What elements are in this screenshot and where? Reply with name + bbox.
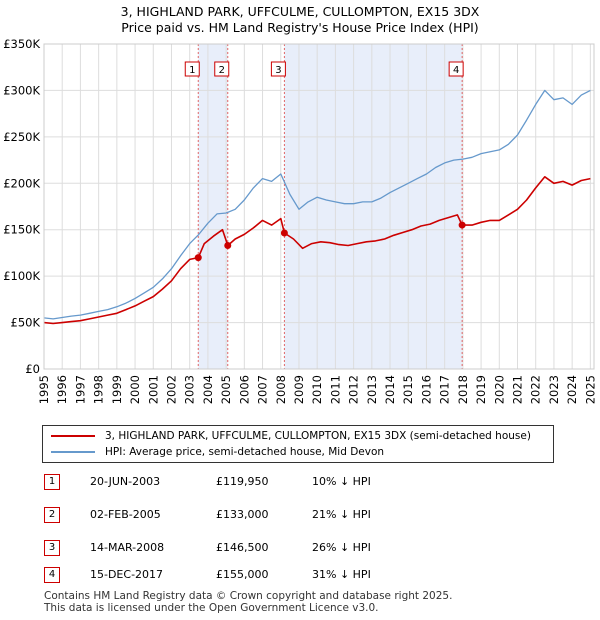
x-tick-label: 2000 (128, 375, 142, 404)
transaction-date: 14-MAR-2008 (90, 541, 165, 554)
sale-badge-box (270, 61, 286, 77)
chart-title-line2: Price paid vs. HM Land Registry's House … (121, 20, 479, 35)
x-tick-label: 1996 (55, 375, 69, 404)
x-tick-label: 2024 (565, 375, 579, 404)
transaction-hpi-diff: 26% ↓ HPI (312, 541, 371, 554)
price-chart: 1 2 3 4 £0 £50K £100K £150K £200K £250K £300K £350… (3, 37, 597, 404)
x-tick-label: 1998 (92, 375, 106, 404)
legend-label-property: 3, HIGHLAND PARK, UFFCULME, CULLOMPTON, … (105, 430, 531, 442)
sale-point-marker (458, 221, 466, 229)
legend-item-hpi: HPI: Average price, semi-detached house,… (51, 444, 384, 460)
table-row: 2 02-FEB-2005 £133,000 21% ↓ HPI (42, 505, 422, 525)
x-tick-label: 1999 (110, 375, 124, 404)
x-tick-label: 2007 (256, 375, 270, 404)
y-tick-label: £50K (11, 316, 41, 330)
y-tick-label: £350K (3, 37, 40, 51)
x-tick-label: 2004 (201, 375, 215, 404)
transaction-price: £146,500 (216, 541, 269, 554)
legend-swatch-red (51, 435, 95, 437)
x-tick-label: 2010 (310, 375, 324, 404)
x-tick-label: 2002 (164, 375, 178, 404)
x-tick-label: 2012 (347, 375, 361, 404)
x-tick-label: 2016 (419, 375, 433, 404)
sale-badge-label: 3 (275, 65, 281, 76)
transaction-date: 20-JUN-2003 (90, 475, 161, 488)
x-tick-label: 2015 (401, 375, 415, 404)
x-tick-label: 2003 (183, 375, 197, 404)
x-tick-label: 2017 (438, 375, 452, 404)
y-tick-label: £250K (3, 130, 40, 144)
sale-badge-label: 4 (453, 65, 459, 76)
transaction-date: 15-DEC-2017 (90, 568, 164, 581)
transaction-badge: 4 (44, 567, 60, 583)
transaction-date: 02-FEB-2005 (90, 508, 161, 521)
x-tick-label: 2023 (547, 375, 561, 404)
y-tick-label: £150K (3, 223, 40, 237)
sale-badge-box (448, 61, 464, 77)
transaction-hpi-diff: 31% ↓ HPI (312, 568, 371, 581)
footer-copyright: Contains HM Land Registry data © Crown c… (44, 590, 453, 602)
x-tick-label: 2005 (219, 375, 233, 404)
transaction-price: £155,000 (216, 568, 269, 581)
sale-point-marker (280, 229, 288, 237)
footer-licence: This data is licensed under the Open Gov… (44, 602, 379, 614)
legend-item-property: 3, HIGHLAND PARK, UFFCULME, CULLOMPTON, … (51, 428, 531, 444)
x-tick-label: 2018 (456, 375, 470, 404)
x-tick-label: 2013 (365, 375, 379, 404)
table-row: 1 20-JUN-2003 £119,950 10% ↓ HPI (42, 472, 422, 492)
sale-badge-box (214, 61, 230, 77)
transaction-price: £133,000 (216, 508, 269, 521)
x-tick-label: 1995 (37, 375, 51, 404)
transaction-hpi-diff: 10% ↓ HPI (312, 475, 371, 488)
x-tick-label: 2009 (292, 375, 306, 404)
sale-badge-label: 2 (219, 65, 225, 76)
y-tick-label: £0 (25, 362, 40, 376)
transaction-hpi-diff: 21% ↓ HPI (312, 508, 371, 521)
y-tick-label: £100K (3, 269, 40, 283)
shaded-period (284, 44, 463, 369)
x-tick-label: 2022 (529, 375, 543, 404)
transaction-badge: 1 (44, 474, 60, 490)
legend: 3, HIGHLAND PARK, UFFCULME, CULLOMPTON, … (42, 425, 554, 463)
x-tick-label: 2011 (328, 375, 342, 404)
sale-point-marker (224, 242, 232, 249)
x-tick-label: 2021 (511, 375, 525, 404)
y-tick-label: £200K (3, 176, 40, 190)
sale-badge-box (184, 61, 200, 77)
shaded-period (198, 44, 228, 369)
x-tick-label: 2014 (383, 375, 397, 404)
y-tick-label: £300K (3, 83, 40, 97)
x-tick-label: 2019 (474, 375, 488, 404)
plot-border (43, 43, 595, 370)
sale-badge-label: 1 (189, 65, 195, 76)
x-tick-label: 2006 (237, 375, 251, 404)
x-tick-label: 2020 (492, 375, 506, 404)
property-series-line (43, 176, 591, 325)
transaction-badge: 3 (44, 540, 60, 556)
sale-point-marker (194, 254, 202, 262)
table-row: 4 15-DEC-2017 £155,000 31% ↓ HPI (42, 565, 422, 585)
hpi-series-line (43, 89, 591, 320)
legend-swatch-blue (51, 451, 95, 453)
transaction-price: £119,950 (216, 475, 269, 488)
legend-label-hpi: HPI: Average price, semi-detached house,… (105, 446, 385, 458)
x-tick-label: 2008 (274, 375, 288, 404)
x-tick-label: 2025 (583, 375, 597, 404)
x-tick-label: 1997 (73, 375, 87, 404)
chart-title-line1: 3, HIGHLAND PARK, UFFCULME, CULLOMPTON, … (120, 4, 480, 19)
x-tick-label: 2001 (146, 375, 160, 404)
table-row: 3 14-MAR-2008 £146,500 26% ↓ HPI (42, 538, 422, 558)
transaction-badge: 2 (44, 507, 60, 523)
